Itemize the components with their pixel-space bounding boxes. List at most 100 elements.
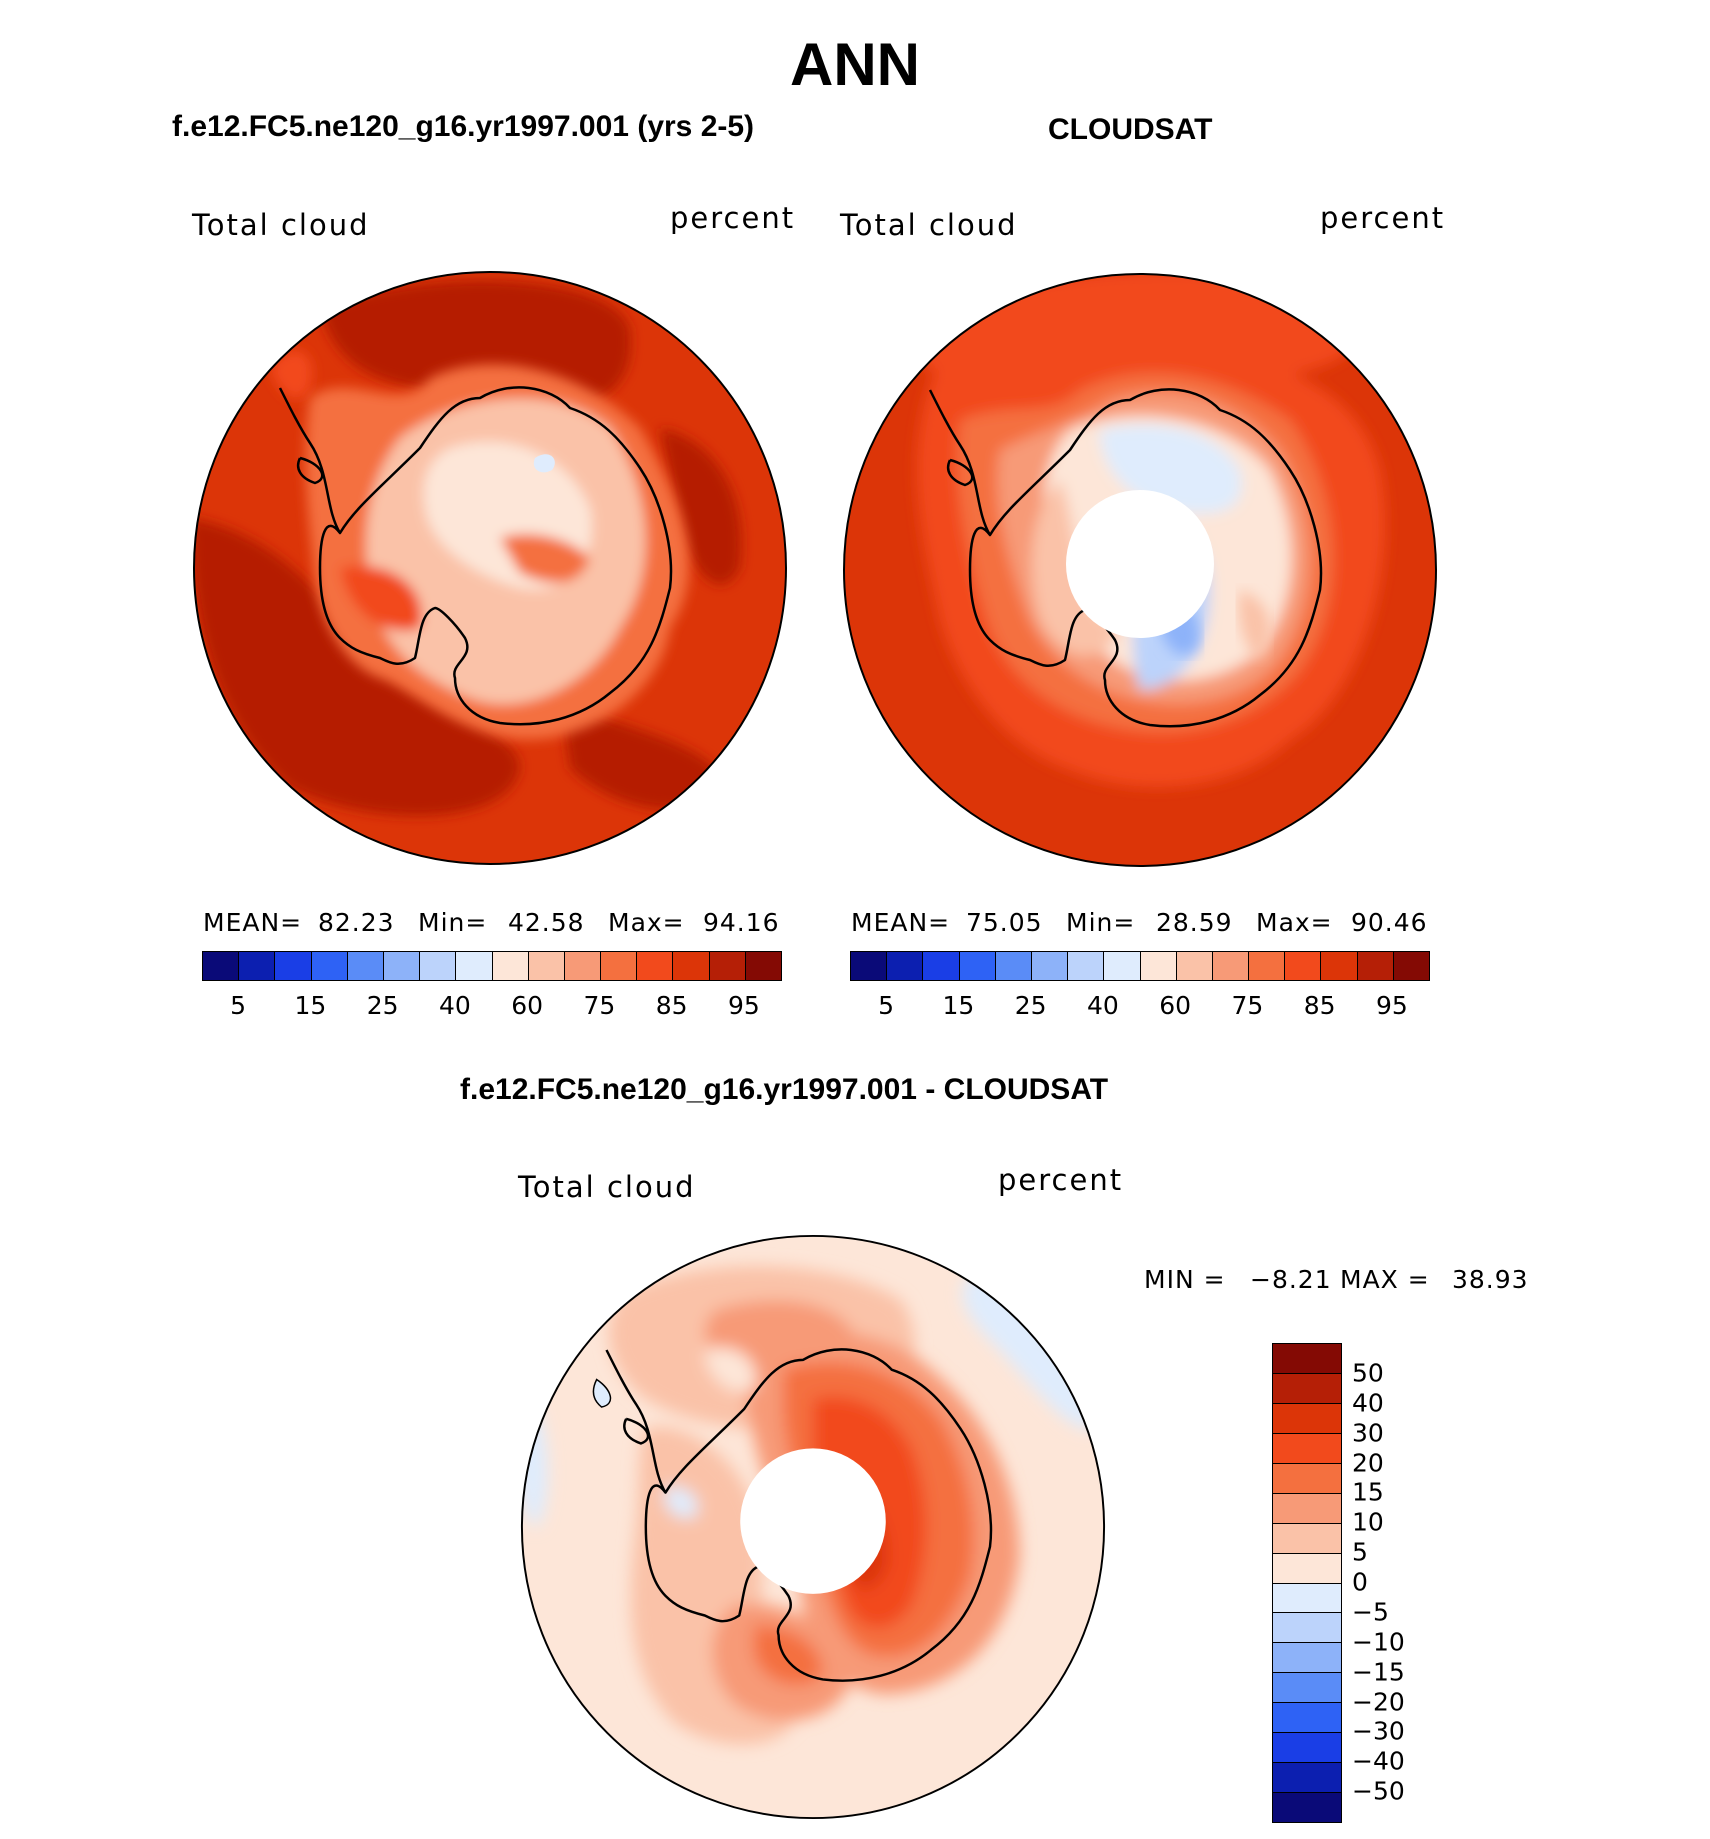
model-max-label: Max=	[608, 908, 685, 937]
model-panel-title: f.e12.FC5.ne120_g16.yr1997.001 (yrs 2-5)	[172, 110, 755, 143]
colorbar-swatch	[1273, 1463, 1341, 1494]
colorbar-swatch	[1273, 1403, 1341, 1434]
model-units-label: percent	[670, 201, 796, 235]
colorbar-tick-label: 25	[1014, 991, 1047, 1020]
colorbar-swatch	[851, 952, 888, 980]
diff-max-label: MAX =	[1340, 1265, 1430, 1294]
colorbar-swatch	[492, 952, 529, 980]
colorbar-swatch	[203, 952, 240, 980]
colorbar-tick-label: 85	[655, 991, 688, 1020]
colorbar-swatch	[383, 952, 421, 980]
colorbar-swatch	[637, 952, 674, 980]
colorbar-tick-label: −10	[1352, 1627, 1405, 1657]
colorbar-swatch	[1249, 952, 1286, 980]
diff-max-value: 38.93	[1452, 1265, 1529, 1294]
obs-mean-label: MEAN=	[851, 908, 951, 937]
colorbar-swatch	[1273, 1793, 1341, 1822]
colorbar-tick-label: −40	[1352, 1746, 1405, 1776]
obs-panel-title: CLOUDSAT	[1048, 113, 1213, 146]
colorbar-swatch	[1321, 952, 1358, 980]
obs-min-label: Min=	[1066, 908, 1136, 937]
model-mean-value: 82.23	[318, 908, 395, 937]
obs-variable-label: Total cloud	[840, 208, 1018, 242]
model-mean-label: MEAN=	[203, 908, 303, 937]
colorbar-tick-label: 95	[1375, 991, 1408, 1020]
colorbar-tick-label: 85	[1303, 991, 1336, 1020]
colorbar-tick-label: 15	[942, 991, 975, 1020]
colorbar-tick-label: 40	[1086, 991, 1119, 1020]
colorbar-tick-label: 75	[1231, 991, 1264, 1020]
colorbar-swatch	[601, 952, 638, 980]
diff-colorbar-ticks: 50 40 30 20 15 10 5 0 −5 −10 −15 −20 −30 −40 −50	[1352, 1343, 1432, 1821]
colorbar-swatch	[1357, 952, 1394, 980]
colorbar-swatch	[1273, 1493, 1341, 1524]
colorbar-swatch	[456, 952, 493, 980]
colorbar-swatch	[995, 952, 1032, 980]
colorbar-swatch	[959, 952, 996, 980]
obs-colorbar	[850, 951, 1430, 981]
colorbar-swatch	[1273, 1433, 1341, 1464]
model-max-value: 94.16	[703, 908, 780, 937]
colorbar-tick-label: 40	[438, 991, 471, 1020]
colorbar-swatch	[1273, 1673, 1341, 1704]
diff-min-value: −8.21	[1250, 1265, 1332, 1294]
colorbar-swatch	[275, 952, 312, 980]
colorbar-tick-label: 15	[294, 991, 327, 1020]
model-colorbar	[202, 951, 782, 981]
colorbar-tick-label: 15	[1352, 1477, 1384, 1507]
colorbar-tick-label: 60	[1159, 991, 1192, 1020]
colorbar-swatch	[1140, 952, 1177, 980]
obs-mean-value: 75.05	[966, 908, 1043, 937]
colorbar-swatch	[1273, 1763, 1341, 1794]
colorbar-swatch	[673, 952, 710, 980]
colorbar-swatch	[1031, 952, 1069, 980]
colorbar-swatch	[887, 952, 924, 980]
colorbar-swatch	[347, 952, 384, 980]
colorbar-tick-label: 5	[230, 991, 247, 1020]
obs-units-label: percent	[1320, 201, 1446, 235]
colorbar-swatch	[1273, 1733, 1341, 1764]
colorbar-swatch	[1273, 1523, 1341, 1554]
figure-title: ANN	[790, 31, 920, 98]
diff-colorbar	[1272, 1343, 1342, 1823]
diff-polar-map	[520, 1234, 1106, 1820]
model-colorbar-ticks: 5 15 25 40 60 75 85 95	[202, 991, 780, 1021]
colorbar-swatch	[923, 952, 960, 980]
colorbar-tick-label: 5	[878, 991, 895, 1020]
colorbar-tick-label: 95	[727, 991, 760, 1020]
colorbar-swatch	[709, 952, 746, 980]
obs-max-value: 90.46	[1351, 908, 1428, 937]
colorbar-swatch	[564, 952, 602, 980]
colorbar-tick-label: 50	[1352, 1358, 1384, 1388]
colorbar-swatch	[1212, 952, 1250, 980]
colorbar-swatch	[745, 952, 781, 980]
colorbar-tick-label: −20	[1352, 1687, 1405, 1716]
colorbar-swatch	[1273, 1583, 1341, 1614]
colorbar-swatch	[239, 952, 276, 980]
colorbar-swatch	[1393, 952, 1429, 980]
model-min-value: 42.58	[508, 908, 585, 937]
model-variable-label: Total cloud	[192, 208, 370, 242]
colorbar-tick-label: 60	[511, 991, 544, 1020]
colorbar-swatch	[1273, 1553, 1341, 1584]
colorbar-swatch	[1273, 1703, 1341, 1734]
obs-max-label: Max=	[1256, 908, 1333, 937]
colorbar-swatch	[1273, 1643, 1341, 1674]
colorbar-tick-label: 10	[1352, 1507, 1384, 1537]
diff-min-label: MIN =	[1144, 1265, 1226, 1294]
obs-min-value: 28.59	[1156, 908, 1233, 937]
obs-colorbar-ticks: 5 15 25 40 60 75 85 95	[850, 991, 1428, 1021]
colorbar-swatch	[1273, 1613, 1341, 1644]
colorbar-tick-label: −50	[1352, 1776, 1405, 1806]
colorbar-tick-label: −5	[1352, 1597, 1389, 1627]
colorbar-tick-label: 5	[1352, 1537, 1368, 1567]
colorbar-swatch	[420, 952, 457, 980]
colorbar-swatch	[1273, 1373, 1341, 1404]
colorbar-swatch	[1104, 952, 1141, 980]
colorbar-tick-label: 0	[1352, 1567, 1368, 1597]
model-polar-map	[193, 271, 787, 865]
colorbar-tick-label: 20	[1352, 1448, 1384, 1477]
diff-panel-title: f.e12.FC5.ne120_g16.yr1997.001 - CLOUDSA…	[460, 1073, 1109, 1106]
colorbar-tick-label: 30	[1352, 1418, 1384, 1448]
colorbar-swatch	[1068, 952, 1105, 980]
